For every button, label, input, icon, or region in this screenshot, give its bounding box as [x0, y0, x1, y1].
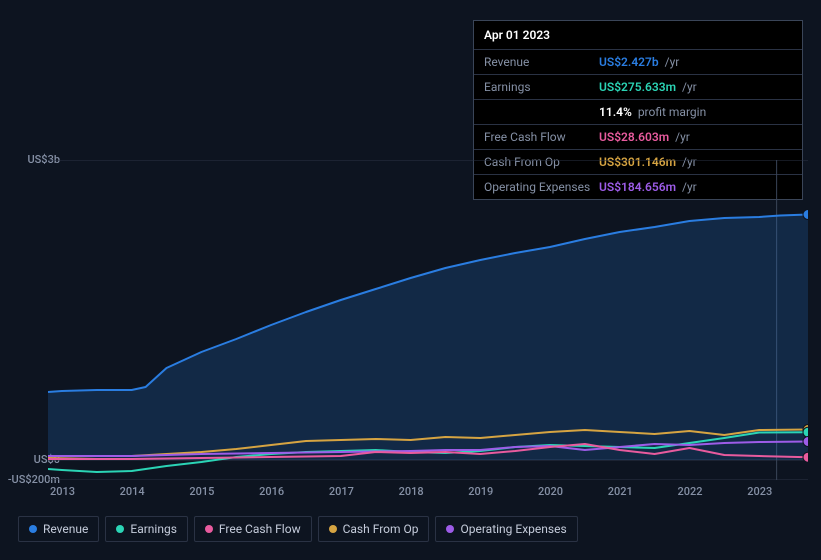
tooltip-row-label: Earnings — [484, 80, 599, 94]
legend-item-label: Operating Expenses — [460, 522, 566, 536]
tooltip-row-value-wrap: US$275.633m /yr — [599, 80, 697, 94]
x-axis-tick-label: 2019 — [468, 485, 493, 498]
tooltip-row-value: 11.4% — [599, 105, 632, 119]
legend-item[interactable]: Operating Expenses — [435, 516, 577, 542]
chart-legend: Revenue Earnings Free Cash Flow Cash From O… — [18, 516, 578, 542]
x-axis-labels: 2013 2014 2015 2016 2017 2018 2019 2020 2021 2022… — [18, 485, 808, 505]
tooltip-row-unit: profit margin — [635, 105, 706, 119]
tooltip-row-value-wrap: 11.4% profit margin — [599, 105, 706, 119]
x-axis-tick-label: 2015 — [189, 485, 214, 498]
legend-item-label: Cash From Op — [343, 522, 419, 536]
series-area-revenue — [48, 215, 808, 461]
tooltip-row-value: US$2.427b — [599, 55, 659, 69]
legend-dot-icon — [329, 525, 337, 533]
x-axis-tick-label: 2017 — [329, 485, 354, 498]
tooltip-row-unit: /yr — [672, 130, 690, 144]
legend-item-label: Earnings — [130, 522, 177, 536]
x-axis-tick-label: 2013 — [50, 485, 75, 498]
tooltip-row: 11.4% profit margin — [474, 100, 802, 125]
tooltip-row-label: Revenue — [484, 55, 599, 69]
legend-item-label: Revenue — [43, 522, 88, 536]
tooltip-row-label — [484, 105, 599, 119]
x-axis-tick-label: 2022 — [677, 485, 702, 498]
legend-dot-icon — [446, 525, 454, 533]
tooltip-row: RevenueUS$2.427b /yr — [474, 50, 802, 75]
tooltip-date: Apr 01 2023 — [474, 21, 802, 50]
legend-dot-icon — [29, 525, 37, 533]
legend-dot-icon — [116, 525, 124, 533]
x-axis-tick-label: 2014 — [120, 485, 145, 498]
tooltip-row-value-wrap: US$28.603m /yr — [599, 130, 690, 144]
x-axis-tick-label: 2021 — [608, 485, 633, 498]
tooltip-row-value: US$28.603m — [599, 130, 669, 144]
tooltip-row: EarningsUS$275.633m /yr — [474, 75, 802, 100]
x-axis-tick-label: 2023 — [747, 485, 772, 498]
x-axis-tick-label: 2016 — [259, 485, 284, 498]
legend-item[interactable]: Free Cash Flow — [194, 516, 312, 542]
tooltip-row: Free Cash FlowUS$28.603m /yr — [474, 125, 802, 150]
legend-dot-icon — [205, 525, 213, 533]
tooltip-row-unit: /yr — [679, 80, 697, 94]
legend-item-label: Free Cash Flow — [219, 522, 301, 536]
legend-item[interactable]: Earnings — [105, 516, 188, 542]
x-axis-tick-label: 2018 — [399, 485, 424, 498]
x-axis-tick-label: 2020 — [538, 485, 563, 498]
legend-item[interactable]: Revenue — [18, 516, 99, 542]
tooltip-row-label: Free Cash Flow — [484, 130, 599, 144]
tooltip-row-value-wrap: US$2.427b /yr — [599, 55, 679, 69]
chart-plot[interactable] — [48, 160, 808, 480]
tooltip-row-unit: /yr — [662, 55, 680, 69]
legend-item[interactable]: Cash From Op — [318, 516, 430, 542]
tooltip-row-value: US$275.633m — [599, 80, 676, 94]
